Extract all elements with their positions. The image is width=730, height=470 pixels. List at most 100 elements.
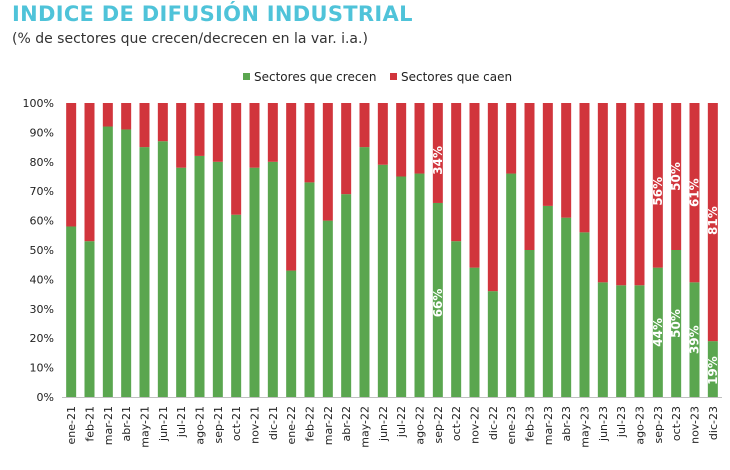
bar-caen-jun-21	[157, 103, 168, 142]
bar-crecen-jun-23	[597, 282, 608, 397]
bar-caen-oct-23	[671, 103, 682, 250]
bar-caen-oct-21	[231, 103, 242, 215]
bar-crecen-sep-23	[652, 267, 663, 397]
bar-crecen-nov-23	[689, 282, 700, 397]
bar-crecen-ene-22	[286, 270, 297, 397]
y-tick-label: 10%	[30, 362, 54, 375]
data-label: 44%	[651, 318, 665, 347]
legend-crecen-swatch	[243, 73, 250, 80]
x-tick-label: oct-23	[670, 406, 683, 441]
data-label: 34%	[431, 146, 445, 175]
bar-caen-abr-22	[341, 103, 352, 195]
x-tick-label: jul-22	[395, 406, 408, 438]
bar-caen-mar-22	[322, 103, 333, 221]
y-tick-label: 0%	[37, 391, 54, 404]
bar-crecen-oct-23	[671, 250, 682, 397]
bar-caen-jul-22	[396, 103, 407, 177]
legend-caen-swatch	[390, 73, 397, 80]
x-tick-label: mar-23	[542, 406, 555, 445]
bar-crecen-sep-22	[432, 202, 443, 397]
y-tick-label: 20%	[30, 332, 54, 345]
x-tick-label: ago-23	[634, 406, 647, 445]
y-tick-label: 100%	[23, 97, 54, 110]
bar-crecen-feb-23	[524, 250, 535, 397]
x-tick-label: ene-21	[65, 406, 78, 444]
bar-caen-may-23	[579, 103, 590, 233]
y-tick-label: 90%	[30, 126, 54, 139]
x-tick-label: nov-22	[469, 406, 482, 444]
x-tick-label: sep-22	[432, 406, 445, 443]
x-tick-label: jun-22	[377, 406, 390, 442]
y-tick-label: 80%	[30, 156, 54, 169]
x-tick-label: oct-22	[450, 406, 463, 441]
bar-crecen-jun-21	[157, 141, 168, 397]
x-tick-label: oct-21	[230, 406, 243, 441]
bar-caen-sep-22	[432, 103, 443, 203]
bar-crecen-ene-23	[506, 173, 517, 397]
bar-caen-nov-23	[689, 103, 700, 283]
data-label: 56%	[651, 177, 665, 206]
bar-caen-ene-21	[66, 103, 77, 227]
x-tick-label: ene-23	[505, 406, 518, 444]
x-tick-label: dic-23	[707, 406, 720, 440]
x-tick-label: jul-21	[175, 406, 188, 438]
bar-crecen-nov-21	[249, 167, 260, 397]
bar-crecen-jun-22	[377, 164, 388, 397]
chart-subtitle: (% de sectores que crecen/decrecen en la…	[12, 31, 368, 47]
bar-crecen-oct-21	[231, 214, 242, 397]
bar-caen-nov-21	[249, 103, 260, 168]
data-label: 81%	[706, 206, 720, 235]
x-tick-label: feb-23	[524, 406, 537, 442]
data-label: 66%	[431, 289, 445, 318]
bar-caen-feb-21	[84, 103, 95, 242]
bar-crecen-jul-22	[396, 176, 407, 397]
bar-crecen-jul-23	[616, 285, 627, 397]
legend-crecen-label: Sectores que crecen	[254, 70, 376, 84]
bar-crecen-abr-22	[341, 194, 352, 397]
x-tick-label: nov-21	[249, 406, 262, 444]
bar-caen-mar-21	[102, 103, 113, 127]
x-tick-label: ene-22	[285, 406, 298, 444]
bar-crecen-mar-22	[322, 220, 333, 397]
bar-crecen-dic-21	[267, 161, 278, 397]
chart-legend: Sectores que crecen Sectores que caen	[243, 70, 512, 84]
bar-caen-dic-22	[487, 103, 498, 292]
bar-crecen-jul-21	[176, 167, 187, 397]
bar-crecen-ago-21	[194, 155, 205, 397]
bar-crecen-abr-23	[561, 217, 572, 397]
data-labels: 66% 34% 44% 56% 50% 50% 39% 61% 19% 81%	[431, 146, 720, 385]
bar-crecen-feb-21	[84, 241, 95, 397]
y-tick-label: 40%	[30, 273, 54, 286]
y-tick-label: 30%	[30, 303, 54, 316]
x-tick-label: sep-21	[212, 406, 225, 443]
bar-caen-jun-22	[377, 103, 388, 165]
y-axis: 0% 10% 20% 30% 40% 50% 60% 70% 80% 90% 100%	[23, 97, 722, 404]
bar-caen-sep-21	[212, 103, 223, 162]
data-label: 39%	[688, 325, 702, 354]
y-tick-label: 50%	[30, 244, 54, 257]
bar-caen-dic-23	[707, 103, 718, 342]
data-label: 50%	[669, 309, 683, 338]
x-tick-label: may-23	[579, 406, 592, 448]
x-tick-label: jun-21	[157, 406, 170, 442]
x-tick-label: sep-23	[652, 406, 665, 443]
bar-crecen-ago-22	[414, 173, 425, 397]
x-tick-label: nov-23	[689, 406, 702, 444]
bar-caen-abr-23	[561, 103, 572, 218]
bar-crecen-ago-23	[634, 285, 645, 397]
bar-crecen-dic-23	[707, 341, 718, 397]
x-tick-label: ago-22	[414, 406, 427, 445]
chart-title: INDICE DE DIFUSIÓN INDUSTRIAL	[12, 2, 413, 26]
bar-caen-ago-21	[194, 103, 205, 156]
bar-caen-feb-22	[304, 103, 315, 183]
bar-caen-ene-22	[286, 103, 297, 271]
x-tick-label: may-21	[139, 406, 152, 448]
bar-caen-jul-23	[616, 103, 627, 286]
y-tick-label: 70%	[30, 185, 54, 198]
bar-crecen-nov-22	[469, 267, 480, 397]
bars	[66, 103, 718, 398]
bar-crecen-mar-23	[542, 205, 553, 397]
bar-caen-sep-23	[652, 103, 663, 268]
bar-caen-may-22	[359, 103, 370, 148]
data-label: 50%	[669, 162, 683, 191]
